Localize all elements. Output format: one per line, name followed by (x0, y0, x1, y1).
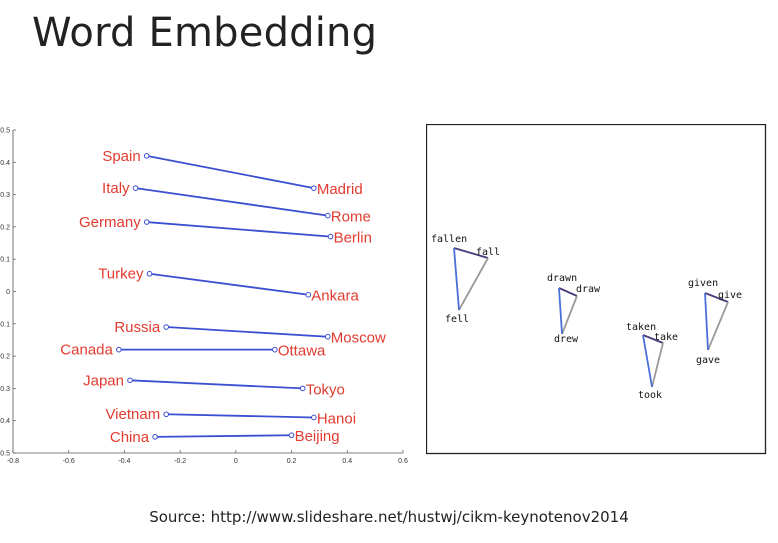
y-tick-label: -0.1 (0, 321, 10, 328)
y-tick-label: 0.1 (0, 257, 10, 264)
base-past-edge (561, 295, 578, 335)
y-tick-label: -0.3 (0, 386, 10, 393)
y-tick-label: 0.5 (0, 128, 10, 135)
country-point (127, 377, 133, 384)
capital-point (288, 432, 295, 439)
country-point (163, 411, 170, 418)
capital-point (272, 346, 278, 353)
pp-base-edge (558, 287, 578, 297)
pp-past-edge (642, 334, 653, 388)
y-tick-label: 0 (6, 289, 10, 296)
country-label: Italy (102, 180, 130, 197)
country-capital-chart: 0.5 0.4 0.3 0.2 0.1 0 -0.1 -0.2 -0.3 -0.4 -0.5-0.8… (0, 128, 408, 466)
country-label: Vietnam (105, 406, 160, 423)
verb-label-past: gave (696, 355, 720, 366)
verb-label-pp: given (688, 278, 718, 289)
country-capital-link (166, 326, 328, 338)
capital-point (305, 291, 312, 298)
pp-base-edge (704, 292, 729, 303)
country-label: Spain (102, 148, 140, 165)
x-tick-label: -0.6 (63, 458, 75, 465)
base-past-edge (651, 342, 664, 388)
country-capital-link (149, 272, 309, 296)
pp-past-edge (704, 292, 709, 351)
country-point (132, 185, 139, 191)
country-capital-link (155, 434, 292, 438)
capital-point (311, 185, 317, 191)
x-tick-label: 0.2 (287, 458, 297, 465)
verb-chart-frame (426, 124, 767, 455)
verb-label-base: take (654, 332, 678, 343)
pp-past-edge (453, 247, 460, 311)
x-tick-label: 0.4 (342, 458, 352, 465)
capital-point (327, 233, 334, 240)
y-tick-label: -0.4 (0, 418, 10, 425)
capital-label: Berlin (334, 230, 372, 247)
x-tick-label: -0.2 (174, 458, 186, 465)
country-label: Turkey (98, 266, 144, 283)
country-point (163, 324, 170, 330)
capital-label: Ottawa (278, 343, 326, 360)
country-label: Canada (60, 342, 113, 359)
y-tick-label: 0.3 (0, 192, 10, 199)
verb-label-pp: drawn (547, 273, 577, 284)
y-tick-label: 0.4 (0, 160, 10, 167)
country-point (116, 346, 122, 353)
verb-label-pp: fallen (431, 234, 467, 245)
x-tick-label: -0.8 (7, 458, 19, 465)
source-note: Source: http://www.slideshare.net/hustwj… (149, 508, 629, 526)
country-label: Germany (79, 214, 141, 231)
slide-title: Word Embedding (32, 10, 378, 56)
verb-label-base: draw (576, 284, 601, 295)
capital-label: Tokyo (306, 381, 345, 398)
x-tick-label: -0.4 (118, 458, 130, 465)
country-point (152, 434, 158, 440)
country-point (143, 219, 150, 225)
capital-point (299, 385, 306, 392)
verb-label-past: fell (445, 314, 469, 325)
verb-label-base: give (718, 290, 742, 301)
country-capital-link (135, 187, 328, 217)
capital-label: Hanoi (317, 410, 356, 427)
x-tick-label: 0 (234, 458, 238, 465)
pp-base-edge (642, 334, 664, 344)
country-capital-link (129, 379, 303, 390)
capital-label: Moscow (331, 330, 386, 347)
y-tick-label: -0.5 (0, 451, 10, 458)
pp-base-edge (453, 247, 489, 259)
verb-label-past: drew (554, 334, 579, 345)
country-point (146, 270, 153, 277)
capital-label: Rome (331, 209, 371, 226)
pp-past-edge (558, 287, 563, 335)
country-point (143, 153, 150, 159)
verb-label-base: fall (476, 247, 500, 258)
capital-label: Ankara (311, 288, 359, 305)
country-label: Russia (114, 319, 161, 336)
country-label: China (110, 429, 150, 446)
y-tick-label: -0.2 (0, 354, 10, 361)
capital-point (324, 212, 331, 219)
verb-label-pp: taken (626, 322, 656, 333)
capital-point (324, 333, 331, 340)
base-past-edge (707, 301, 729, 351)
base-past-edge (458, 257, 489, 311)
y-tick-label: 0.2 (0, 224, 10, 231)
capital-point (311, 414, 317, 421)
country-label: Japan (83, 372, 124, 389)
capital-label: Madrid (317, 181, 363, 198)
verb-label-past: took (638, 390, 662, 401)
country-capital-link (166, 413, 314, 419)
capital-label: Beijing (295, 428, 340, 445)
x-tick-label: 0.6 (398, 458, 408, 465)
country-capital-link (146, 154, 315, 190)
country-capital-link (146, 221, 331, 238)
